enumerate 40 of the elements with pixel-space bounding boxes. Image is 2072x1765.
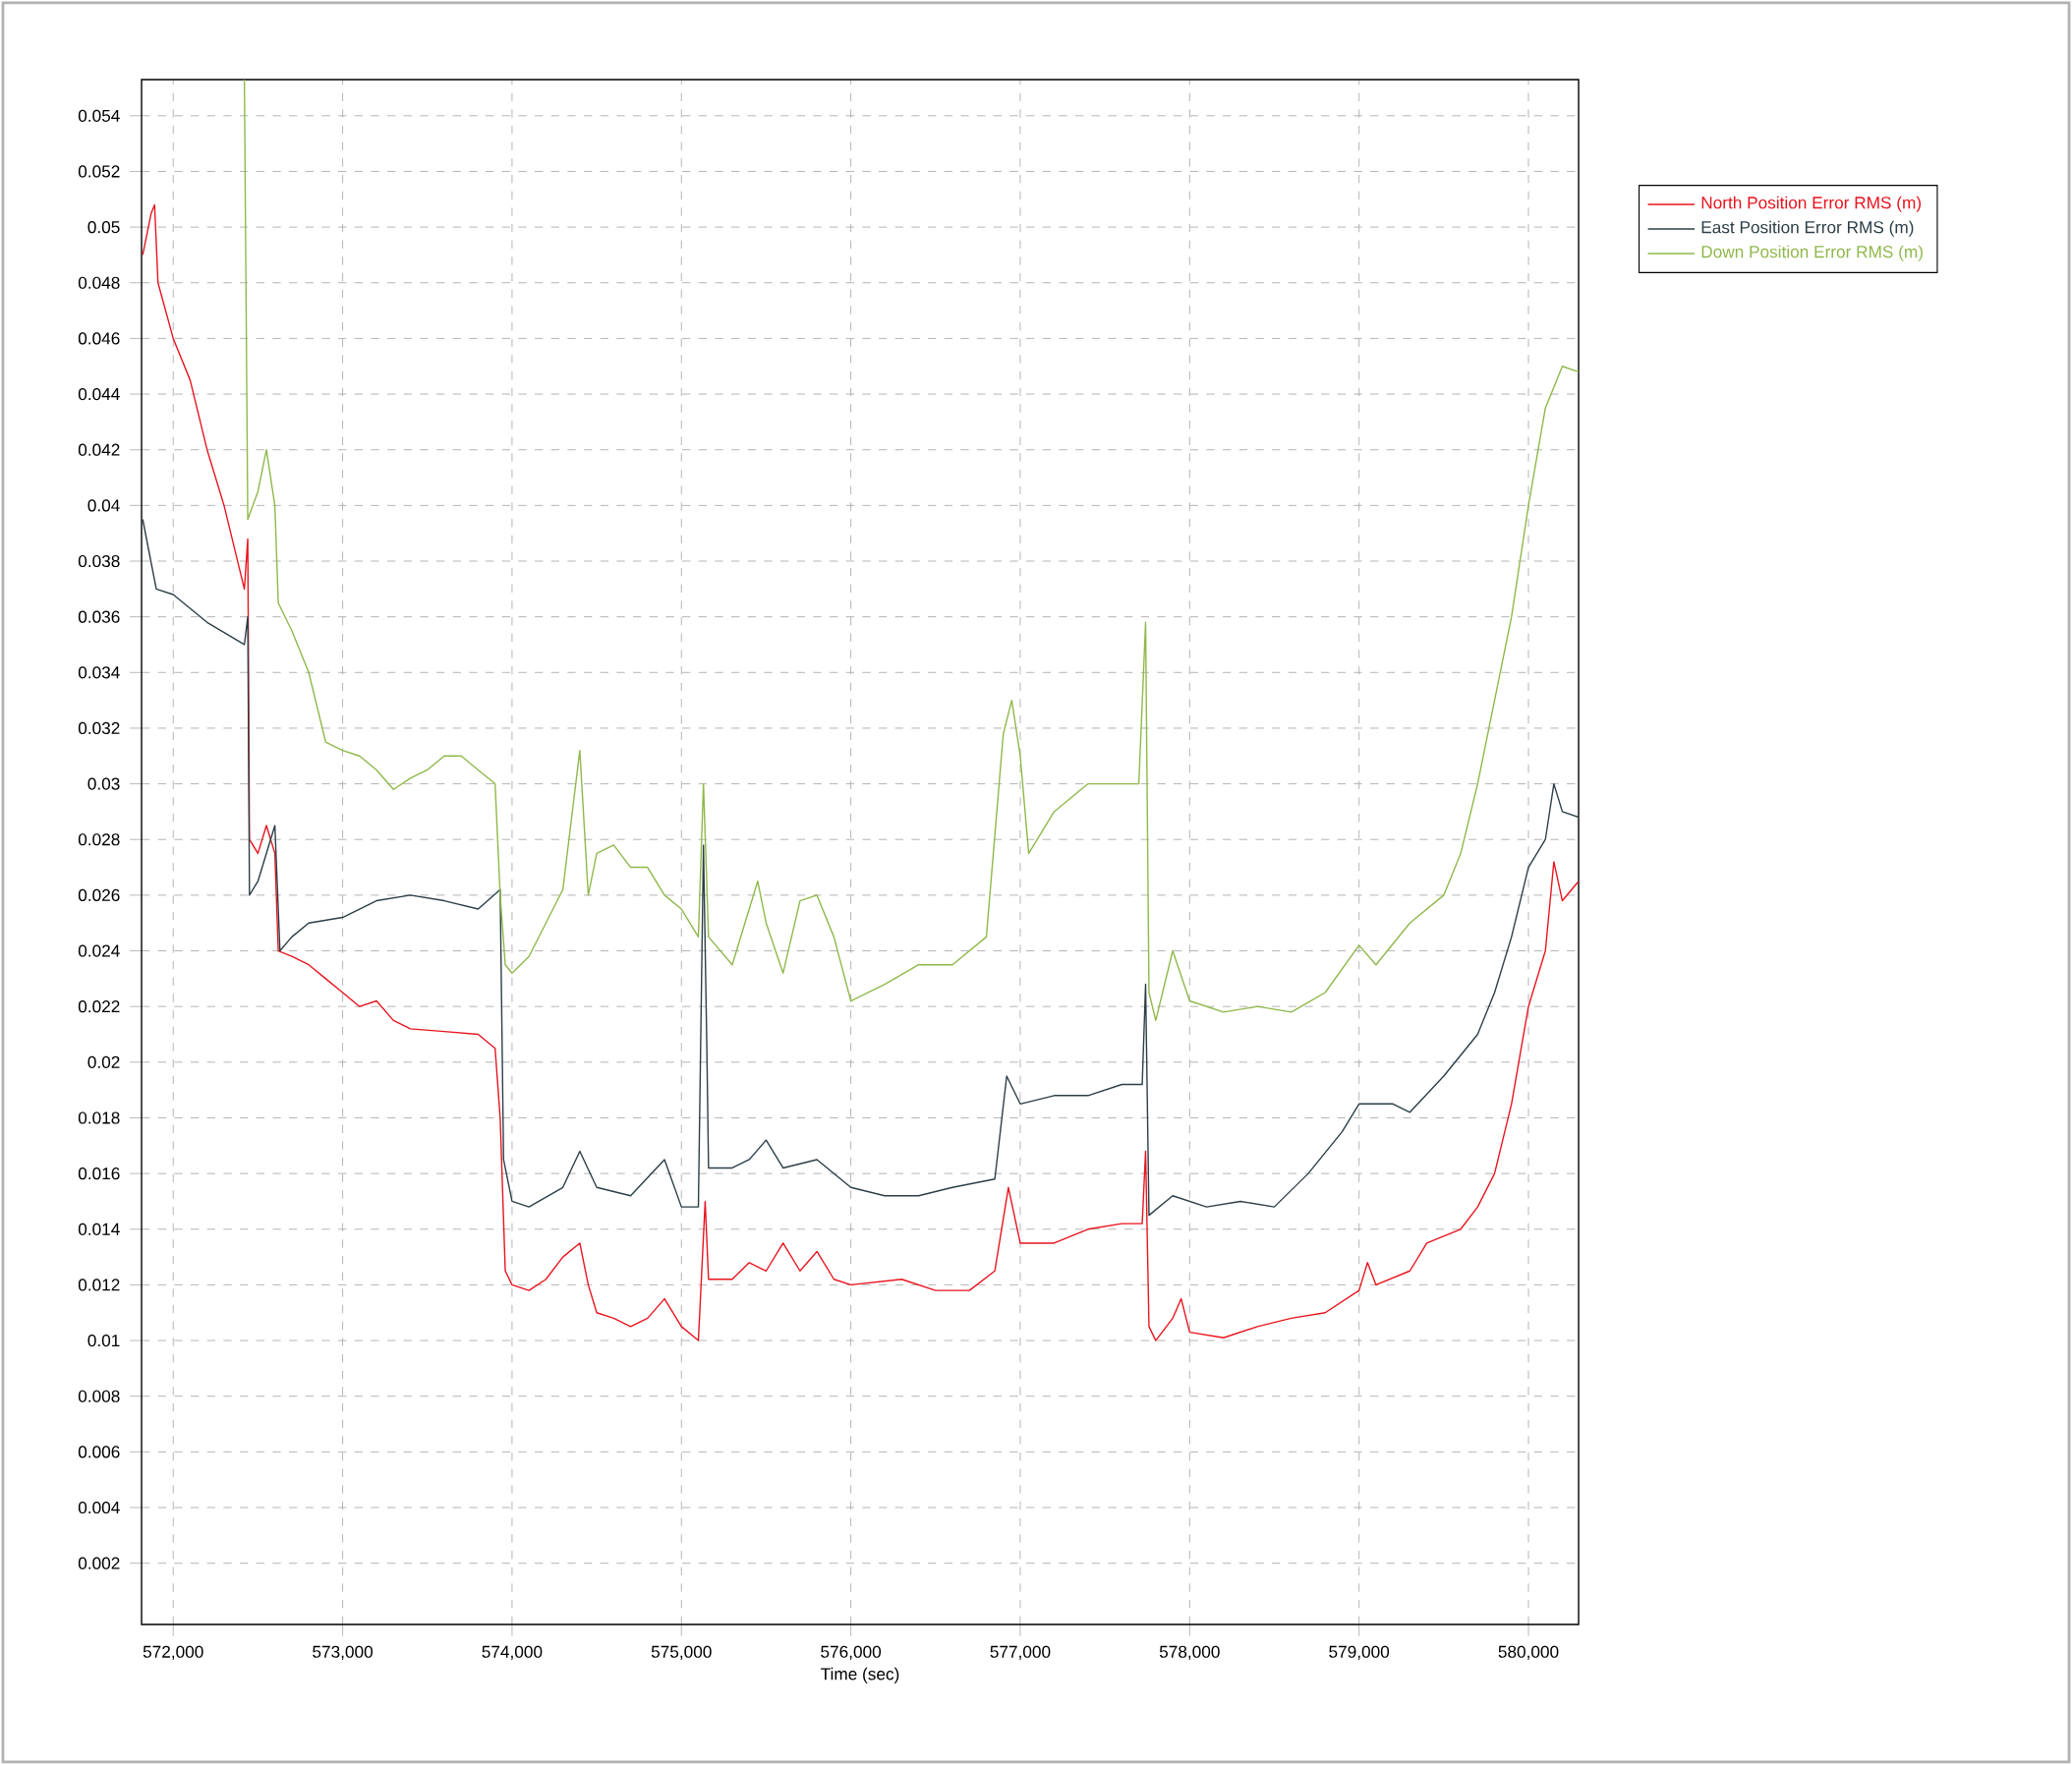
y-tick-label: 0.034 <box>78 666 120 679</box>
y-tick-label: 0.018 <box>78 1111 120 1124</box>
x-tick-label: 572,000 <box>143 1645 203 1660</box>
x-tick-label: 575,000 <box>651 1645 712 1660</box>
x-axis-title: Time (sec) <box>821 1667 899 1683</box>
y-tick-label: 0.028 <box>78 833 120 846</box>
y-tick-label: 0.006 <box>78 1446 120 1458</box>
y-tick-label: 0.012 <box>78 1279 120 1291</box>
x-tick-label: 574,000 <box>482 1645 543 1660</box>
y-tick-label: 0.026 <box>78 888 120 901</box>
y-tick-label: 0.032 <box>78 721 120 735</box>
y-tick-label: 0.048 <box>78 276 120 289</box>
x-tick-label: 580,000 <box>1498 1645 1559 1660</box>
x-tick-label: 577,000 <box>990 1645 1051 1660</box>
y-tick-label: 0.044 <box>78 387 120 401</box>
y-tick-label: 0.038 <box>78 554 120 568</box>
x-tick-label: 573,000 <box>313 1645 374 1660</box>
y-tick-label: 0.008 <box>78 1390 120 1402</box>
y-tick-label: 0.004 <box>78 1501 120 1514</box>
y-tick-label: 0.036 <box>78 610 120 623</box>
y-tick-label: 0.054 <box>78 109 120 122</box>
y-tick-label: 0.02 <box>87 1055 120 1068</box>
y-tick-label: 0.04 <box>87 499 120 512</box>
y-tick-label: 0.046 <box>78 332 120 345</box>
legend-label: North Position Error RMS (m) <box>1701 196 1922 212</box>
y-tick-label: 0.03 <box>87 777 120 790</box>
y-tick-label: 0.014 <box>78 1223 120 1235</box>
x-tick-label: 576,000 <box>821 1645 882 1660</box>
x-tick-label: 578,000 <box>1159 1645 1220 1660</box>
y-tick-label: 0.052 <box>78 165 120 178</box>
y-tick-label: 0.05 <box>87 221 120 234</box>
y-tick-label: 0.022 <box>78 1000 120 1013</box>
legend-label: East Position Error RMS (m) <box>1701 220 1914 237</box>
y-tick-label: 0.01 <box>87 1334 120 1347</box>
y-tick-label: 0.042 <box>78 443 120 456</box>
legend-label: Down Position Error RMS (m) <box>1701 245 1923 261</box>
x-tick-label: 579,000 <box>1329 1645 1390 1660</box>
y-tick-label: 0.024 <box>78 944 120 957</box>
y-tick-label: 0.016 <box>78 1167 120 1180</box>
y-tick-label: 0.002 <box>78 1557 120 1569</box>
